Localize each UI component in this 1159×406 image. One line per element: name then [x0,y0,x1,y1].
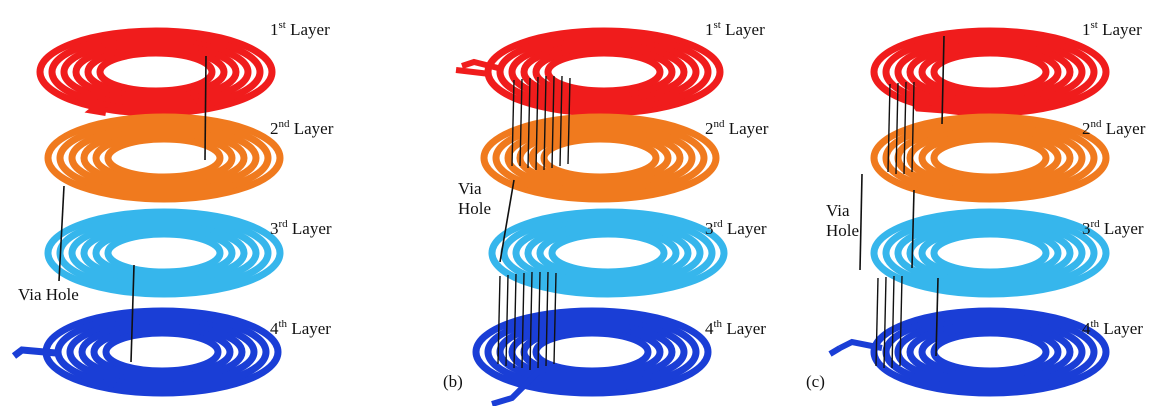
via-wire [899,275,903,367]
panel-c: 1st Layer 2nd Layer 3rd Layer 4th Layer … [806,19,1146,393]
coil-lead [84,98,107,116]
via-wire [130,264,135,363]
coil-spiral [40,31,272,113]
via-wire [911,189,915,269]
coil-layer-1 [874,31,1106,113]
coil-layer-3 [492,212,724,294]
via-wire [553,272,557,365]
via-wire [559,75,563,167]
via-hole-label: Via [458,179,482,198]
via-wire [58,185,65,282]
via-wire [513,273,517,369]
via-bundle-upper [887,81,915,175]
coil-layer-2 [484,117,716,199]
via-bundle-lower [497,271,557,371]
coil-spiral [476,311,708,393]
layer-label-4: 4th Layer [270,318,331,338]
coil-layer-3 [874,212,1106,294]
panel-a: 1st Layer 2nd Layer 3rd Layer 4th Layer … [11,19,334,393]
layer-label-3: 3rd Layer [270,218,332,238]
via-wire [935,277,939,357]
coil-spiral [874,117,1106,199]
via-wire [567,77,571,165]
via-wire [903,81,907,175]
coil-spiral [484,117,716,199]
via-wire [204,55,207,161]
via-hole-label: Via [826,201,850,220]
via-wire [521,272,525,369]
layer-label-2: 2nd Layer [270,118,334,138]
coil-layer-3 [48,212,280,294]
coil-spiral [874,212,1106,294]
via-wire [527,77,531,169]
via-wire [887,83,891,173]
layer-label-1: 1st Layer [1082,19,1142,39]
via-wire [519,78,523,167]
coil-layer-4 [11,311,278,393]
layer-label-1: 1st Layer [705,19,765,39]
coil-spiral [492,212,724,294]
coil-layer-2 [874,117,1106,199]
via-wire [859,173,863,271]
via-wire [499,179,515,263]
via-bundle-lower [875,275,903,369]
coil-spiral [48,117,280,199]
layer-label-3: 3rd Layer [1082,218,1144,238]
coil-spiral [46,311,278,393]
coil-spiral [48,212,280,294]
via-wire [505,274,509,367]
panel-tag-c: (c) [806,372,825,391]
coil-layer-4 [476,311,708,406]
via-wire [511,79,515,167]
panel-tag-b: (b) [443,372,463,391]
via-wire [891,275,895,369]
layer-label-1: 1st Layer [270,19,330,39]
layer-label-3: 3rd Layer [705,218,767,238]
coil-layer-1 [40,31,272,113]
via-wire [883,276,887,369]
via-hole-label-2: Hole [458,199,491,218]
coil-spiral [488,31,720,113]
via-wire [551,75,555,169]
via-wire [535,76,539,171]
coil-spiral [874,311,1106,393]
via-wire [941,35,945,125]
coil-lead [907,94,945,114]
via-wire [497,275,501,365]
coil-lead [11,346,57,359]
layer-label-4: 4th Layer [1082,318,1143,338]
coil-layer-4 [828,311,1106,393]
coil-lead [828,338,883,357]
layer-label-2: 2nd Layer [705,118,769,138]
via-wire [529,271,533,371]
coil-spiral [874,31,1106,113]
via-wire [875,277,879,367]
panel-b: 1st Layer 2nd Layer 3rd Layer 4th Layer … [443,19,769,406]
via-wire [537,271,541,369]
via-wire [543,75,547,171]
via-hole-label: Via Hole [18,285,79,304]
layer-label-2: 2nd Layer [1082,118,1146,138]
coil-lead [491,369,541,406]
via-bundle-upper [511,75,571,171]
via-wire [545,271,549,367]
coil-layer-2 [48,117,280,199]
via-hole-label-2: Hole [826,221,859,240]
coil-lead [455,58,499,77]
coil-layer-1 [455,31,720,113]
via-wire [911,81,915,173]
layer-label-4: 4th Layer [705,318,766,338]
via-wire [895,82,899,175]
